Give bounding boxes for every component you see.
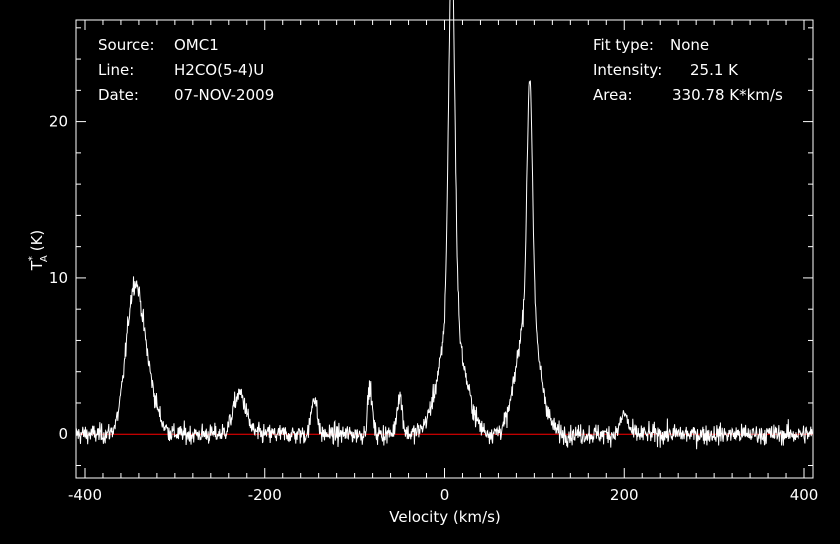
spectrum-trace (75, 0, 814, 450)
y-axis-symbol: T (28, 260, 46, 271)
area-label: Area: (593, 86, 633, 104)
x-tick-label: -200 (248, 486, 282, 504)
date-label: Date: (98, 86, 139, 104)
x-tick-label: 200 (610, 486, 639, 504)
area-value: 330.78 K*km/s (672, 86, 783, 104)
y-tick-label: 20 (49, 113, 68, 131)
y-axis-superscript: * (27, 256, 38, 261)
x-axis-label: Velocity (km/s) (389, 508, 500, 526)
y-tick-label: 10 (49, 269, 68, 287)
y-axis-label: T*A (K) (27, 230, 50, 272)
date-value: 07-NOV-2009 (174, 86, 274, 104)
x-tick-label: -400 (68, 486, 102, 504)
svg-text:T*A(K): T*A (K) (27, 230, 50, 272)
source-value: OMC1 (174, 36, 219, 54)
fit-type-label: Fit type: (593, 36, 654, 54)
source-label: Source: (98, 36, 155, 54)
y-axis-unit: (K) (28, 230, 46, 252)
intensity-value: 25.1 K (690, 61, 739, 79)
intensity-label: Intensity: (593, 61, 662, 79)
axis-ticks (76, 20, 813, 478)
plot-frame (75, 19, 814, 479)
x-tick-label: 0 (440, 486, 450, 504)
line-label: Line: (98, 61, 134, 79)
x-tick-label: 400 (790, 486, 819, 504)
fit-type-value: None (670, 36, 709, 54)
axis-tick-labels: -400 -200 0 200 400 0 10 20 (49, 113, 818, 504)
y-axis-subscript: A (39, 255, 50, 262)
line-value: H2CO(5-4)U (174, 61, 264, 79)
y-tick-label: 0 (58, 425, 68, 443)
